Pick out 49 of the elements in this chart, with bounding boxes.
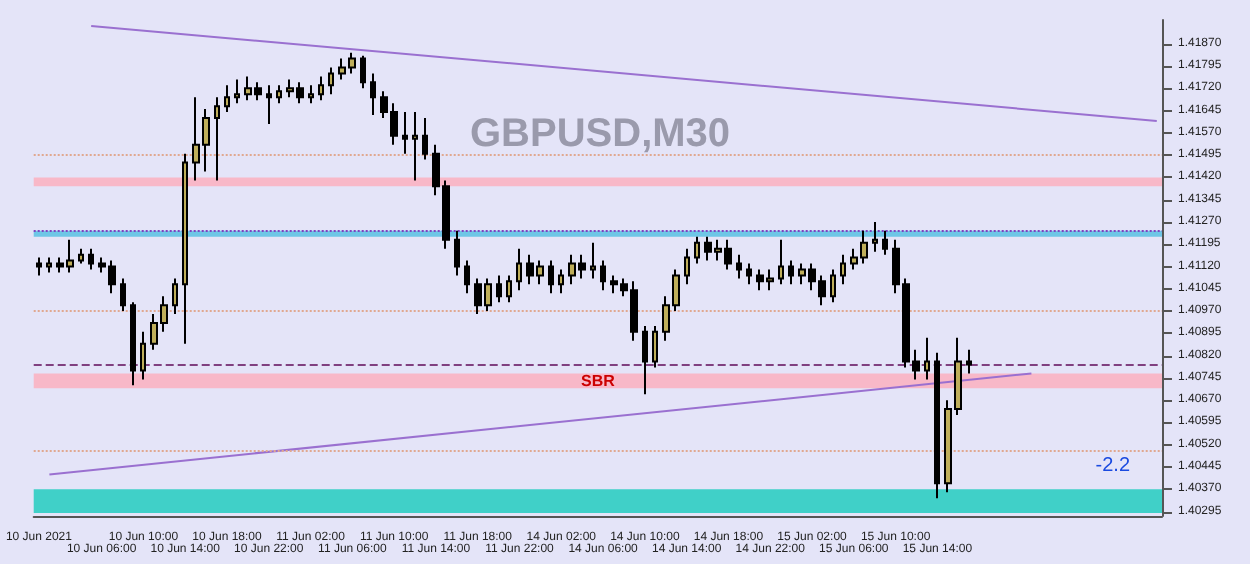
candlestick — [234, 78, 240, 105]
text: GBPUSD,M30 — [470, 112, 731, 156]
candlestick — [966, 348, 972, 375]
candlestick — [778, 238, 784, 286]
candlestick — [130, 301, 136, 387]
candlestick — [172, 277, 178, 316]
candlestick — [370, 72, 376, 117]
candlestick — [882, 229, 888, 256]
candlestick — [360, 54, 366, 90]
candlestick — [872, 220, 878, 253]
candlestick — [224, 84, 230, 114]
candlestick — [642, 324, 648, 396]
candlestick — [746, 262, 752, 286]
candlestick — [600, 259, 606, 292]
candlestick — [652, 324, 658, 369]
candlestick — [36, 256, 42, 277]
candlestick — [830, 268, 836, 304]
candlestick — [88, 247, 94, 271]
band-label: SBR — [580, 371, 616, 390]
candlestick — [506, 274, 512, 304]
candlestick — [214, 96, 220, 182]
candlestick — [308, 84, 314, 105]
candlestick — [840, 253, 846, 286]
candlestick — [464, 259, 470, 295]
candlestick — [402, 111, 408, 155]
candlestick — [140, 330, 146, 381]
candlestick — [934, 351, 940, 500]
candlestick — [736, 253, 742, 280]
candlestick — [590, 241, 596, 280]
candlestick — [454, 229, 460, 277]
candlestick — [422, 117, 428, 161]
candlestick — [496, 274, 502, 304]
candlestick — [182, 152, 188, 345]
candlestick — [328, 66, 334, 96]
candlestick — [78, 247, 84, 265]
candlestick — [694, 235, 700, 265]
candlestick — [684, 247, 690, 286]
candlestick — [412, 111, 418, 182]
candlestick — [924, 336, 930, 381]
candlestick — [120, 277, 126, 313]
annotation: -2.2 — [1095, 455, 1131, 477]
candlestick — [788, 259, 794, 286]
candlestick — [266, 84, 272, 125]
candlestick — [276, 84, 282, 105]
candlestick — [318, 75, 324, 102]
candlestick — [46, 256, 52, 274]
candlestick — [548, 259, 554, 295]
candlestick — [558, 268, 564, 295]
candlestick — [516, 247, 522, 292]
